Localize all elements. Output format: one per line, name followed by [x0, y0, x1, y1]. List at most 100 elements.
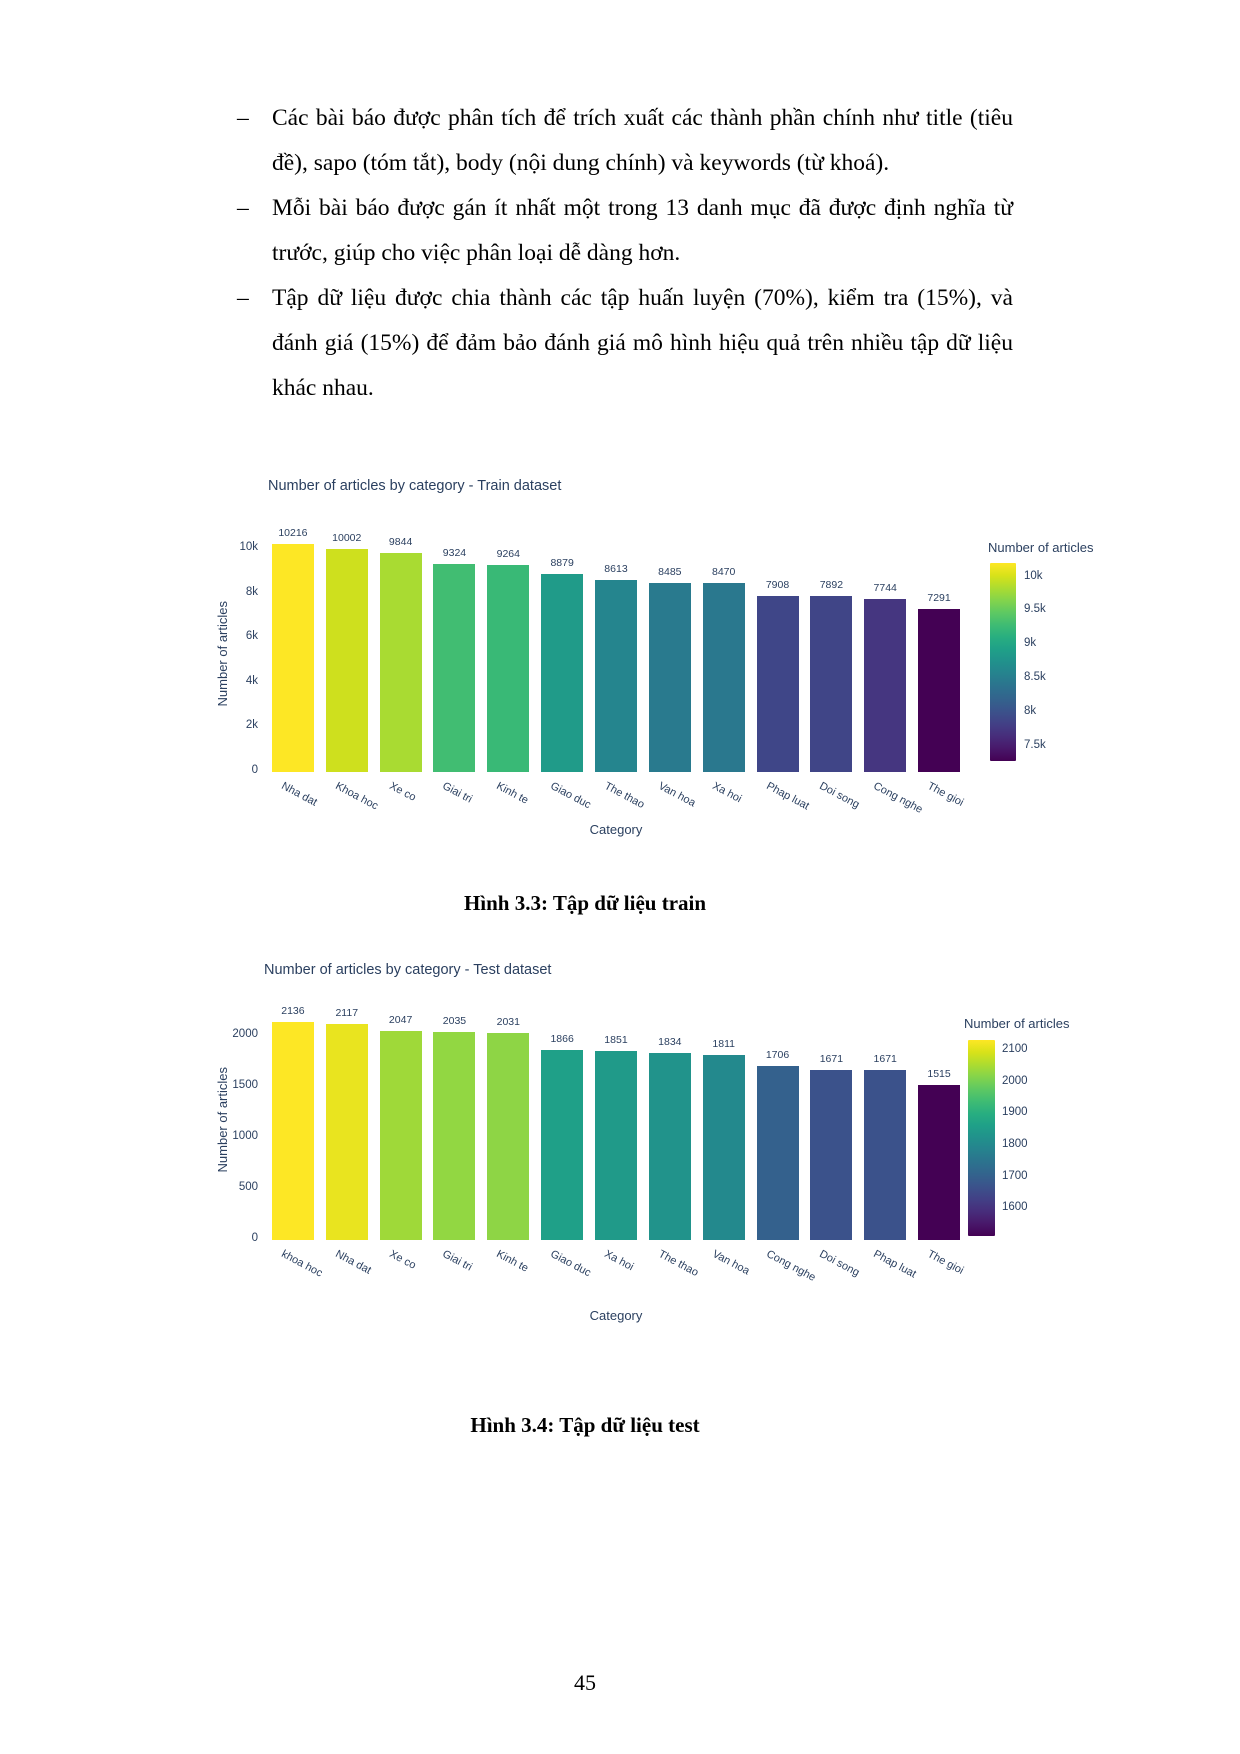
x-tick-label: Giai tri: [440, 1248, 475, 1274]
test-chart-figure: Number of articles by category - Test da…: [0, 948, 1240, 1393]
bar[interactable]: [702, 1055, 745, 1240]
x-tick-label: Nha dat: [333, 1248, 373, 1277]
y-tick-label: 1500: [232, 1079, 258, 1091]
colorbar-title: Number of articles: [988, 540, 1094, 555]
colorbar-tick-label: 10k: [1024, 569, 1043, 582]
x-tick-label: Phap luat: [871, 1248, 919, 1281]
y-tick-label: 2k: [245, 719, 258, 732]
bar[interactable]: [702, 583, 745, 772]
x-tick-label: Kinh te: [494, 1248, 531, 1275]
x-tick-label: Phap luat: [763, 780, 811, 813]
colorbar-tick-label: 8.5k: [1024, 671, 1046, 684]
bar[interactable]: [325, 1024, 368, 1240]
bar[interactable]: [595, 1051, 637, 1240]
bar[interactable]: [325, 549, 368, 772]
x-axis-title: Category: [589, 1308, 643, 1323]
x-tick-label: Khoa hoc: [333, 780, 380, 813]
x-tick-label: Kinh te: [494, 780, 531, 807]
bar-value-label: 1706: [765, 1048, 790, 1061]
bar-value-label: 1671: [873, 1052, 897, 1065]
bullet-item: – Mỗi bài báo được gán ít nhất một trong…: [237, 186, 1013, 276]
bar-value-label: 9844: [388, 535, 413, 548]
bar-value-label: 2117: [335, 1007, 359, 1020]
x-tick-label: Xa hoi: [602, 1248, 636, 1274]
train-chart-figure: Number of articles by category - Train d…: [0, 470, 1240, 870]
colorbar-tick-label: 7.5k: [1024, 738, 1046, 751]
bar[interactable]: [756, 1065, 799, 1240]
bar[interactable]: [271, 544, 314, 772]
bar[interactable]: [271, 1022, 314, 1240]
x-tick-label: Cong nghe: [763, 1248, 818, 1284]
chart-title: Number of articles by category - Test da…: [264, 962, 552, 978]
bar-value-label: 8470: [712, 566, 736, 579]
bar[interactable]: [918, 609, 961, 772]
bar-value-label: 9324: [442, 547, 467, 560]
bar-value-label: 1851: [604, 1034, 628, 1047]
bar[interactable]: [864, 1069, 907, 1240]
colorbar-tick-label: 1700: [1002, 1169, 1028, 1182]
bar[interactable]: [541, 1049, 584, 1240]
x-tick-label: Van hoa: [710, 1248, 752, 1278]
figure-caption-train: Hình 3.3: Tập dữ liệu train: [463, 891, 707, 915]
colorbar-tick-label: 2100: [1002, 1043, 1028, 1056]
bar[interactable]: [810, 596, 853, 772]
bar-value-label: 1834: [658, 1035, 682, 1048]
y-tick-label: 1000: [232, 1130, 258, 1142]
y-axis-title: Number of articles: [214, 600, 230, 707]
bar-value-label: 1671: [819, 1052, 844, 1065]
bar-value-label: 10002: [332, 532, 362, 544]
x-tick-label: Xe co: [386, 780, 418, 804]
bar[interactable]: [918, 1085, 961, 1240]
x-tick-label: Giai tri: [440, 780, 475, 806]
x-tick-label: Xe co: [386, 1248, 418, 1272]
x-tick-label: Giao duc: [548, 780, 594, 812]
bar-value-label: 2136: [281, 1005, 305, 1018]
bar-value-label: 8879: [550, 557, 574, 570]
y-tick-label: 8k: [245, 585, 258, 598]
bullet-text: Mỗi bài báo được gán ít nhất một trong 1…: [272, 195, 1013, 266]
bar[interactable]: [595, 579, 637, 772]
y-tick-label: 2000: [232, 1028, 258, 1040]
bar[interactable]: [648, 582, 691, 772]
x-tick-label: Doi song: [817, 1248, 862, 1279]
x-tick-label: Nha dat: [279, 780, 319, 809]
bar[interactable]: [810, 1069, 853, 1240]
colorbar-tick-label: 1600: [1002, 1201, 1028, 1214]
bar[interactable]: [379, 1031, 422, 1240]
bar[interactable]: [487, 565, 530, 772]
x-tick-label: Xa hoi: [710, 780, 744, 806]
x-tick-label: The thao: [602, 780, 647, 811]
bullet-text: Tập dữ liệu được chia thành các tập huấn…: [272, 285, 1013, 401]
bullet-item: – Các bài báo được phân tích để trích xu…: [237, 96, 1013, 186]
bar-value-label: 8485: [658, 565, 682, 578]
colorbar-tick-label: 9k: [1024, 637, 1037, 650]
y-tick-label: 0: [251, 1232, 258, 1244]
figure-caption-test: Hình 3.4: Tập dữ liệu test: [470, 1413, 700, 1437]
colorbar-title: Number of articles: [964, 1016, 1070, 1031]
page-number: 45: [574, 1670, 596, 1695]
bar[interactable]: [756, 595, 799, 772]
bar-value-label: 10216: [278, 527, 308, 540]
bar[interactable]: [433, 564, 476, 772]
bullet-dash: –: [237, 285, 249, 311]
bar-value-label: 7744: [873, 582, 897, 595]
bar[interactable]: [648, 1052, 691, 1240]
y-tick-label: 10k: [239, 541, 258, 554]
y-tick-label: 6k: [245, 630, 258, 643]
bar-value-label: 1811: [712, 1038, 735, 1051]
bar[interactable]: [433, 1032, 476, 1240]
x-tick-label: khoa hoc: [279, 1248, 325, 1280]
bar[interactable]: [864, 599, 907, 772]
bar[interactable]: [379, 552, 422, 772]
colorbar-tick-label: 1900: [1002, 1106, 1028, 1119]
bullet-item: – Tập dữ liệu được chia thành các tập hu…: [237, 276, 1013, 411]
bar[interactable]: [487, 1032, 530, 1240]
colorbar-gradient: [968, 1040, 995, 1236]
bar-value-label: 2047: [388, 1014, 413, 1027]
x-tick-label: Doi song: [817, 780, 862, 811]
bar-value-label: 1515: [927, 1068, 951, 1081]
bullet-dash: –: [237, 195, 249, 221]
bar-value-label: 2031: [496, 1015, 520, 1028]
bar[interactable]: [541, 574, 584, 772]
